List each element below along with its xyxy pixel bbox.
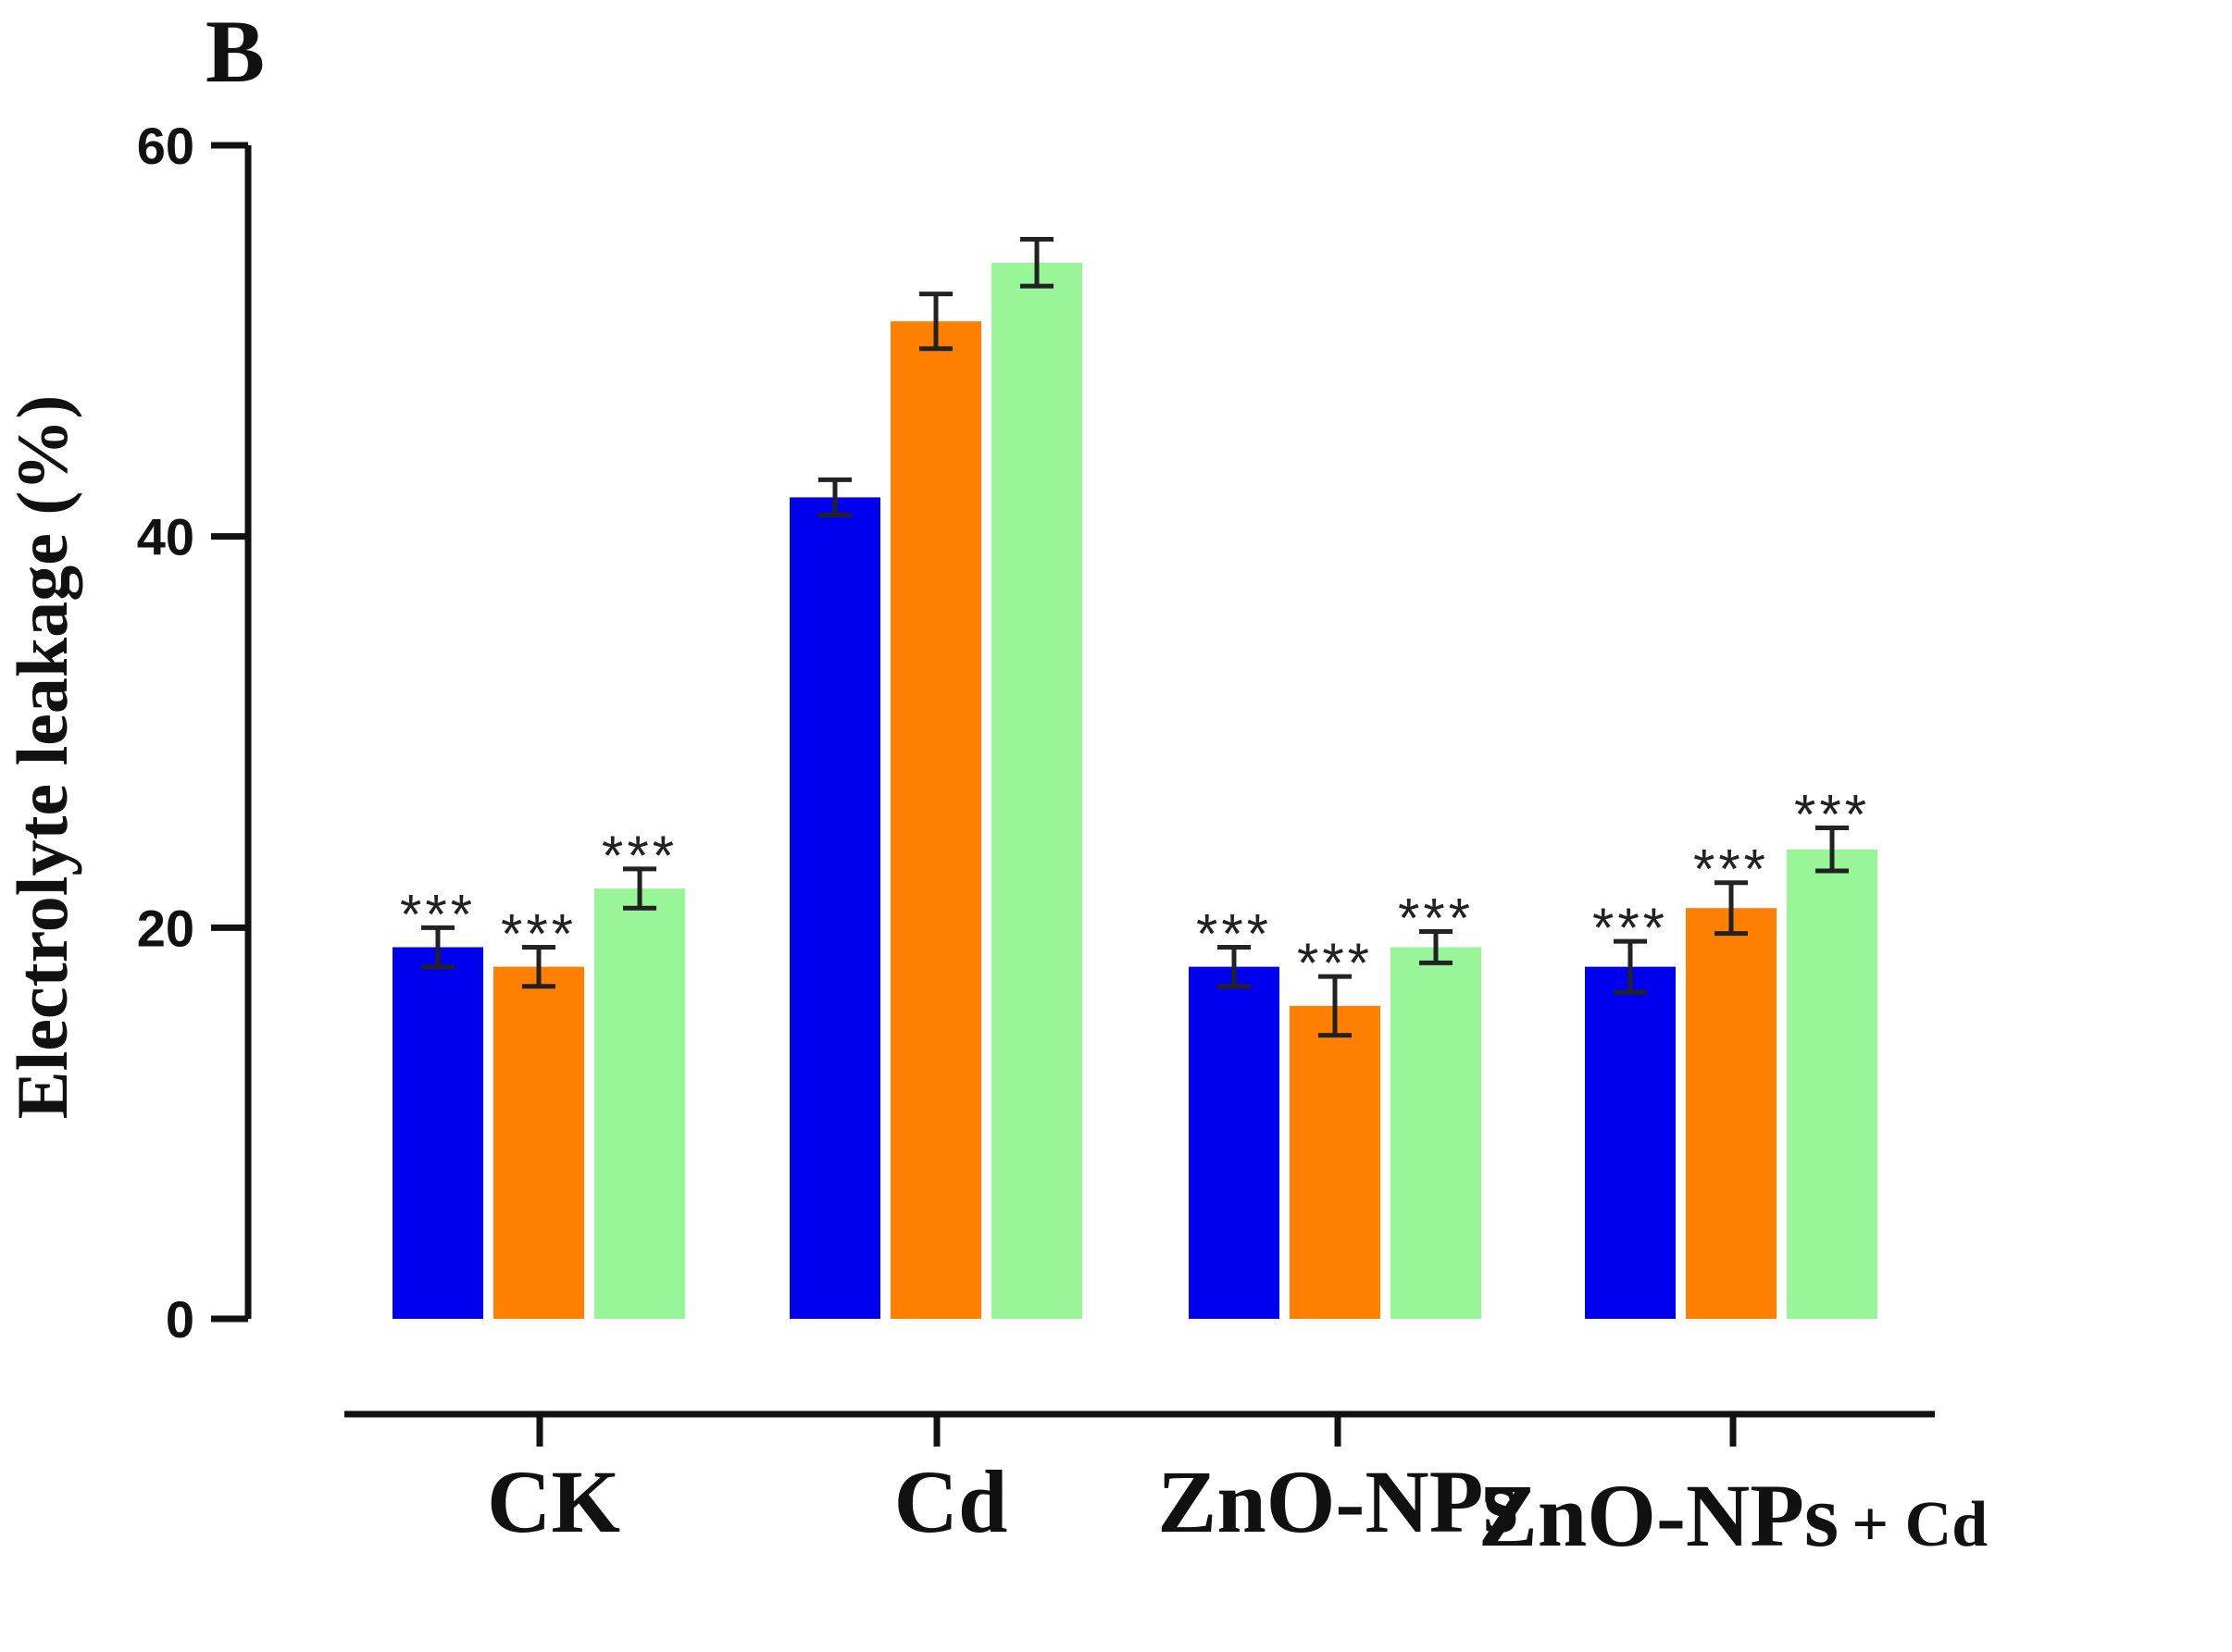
bar-zno-nps-cd-series-3: [1787, 849, 1877, 1319]
error-bars: [421, 236, 1849, 1038]
y-axis-label: Electrolyte leakage (%): [2, 395, 82, 1120]
y-ticks: 0 20 40 60: [137, 117, 248, 1348]
x-tick-label: ZnO-NPs + Cd: [1478, 1466, 1988, 1565]
x-tick-label: Cd: [894, 1452, 1008, 1551]
significance-label: ***: [1398, 888, 1474, 950]
significance-label: ***: [1297, 932, 1373, 994]
x-tick-label: ZnO-NPs: [1157, 1452, 1517, 1551]
x-tick-label: CK: [487, 1452, 620, 1551]
y-tick-label: 20: [137, 899, 194, 957]
significance-annotations: *** *** *** *** *** *** *** *** ***: [400, 784, 1870, 995]
bar-zno-nps-series-2: [1290, 1005, 1380, 1319]
bars: [393, 262, 1877, 1320]
bar-ck-series-2: [493, 966, 584, 1319]
bar-zno-nps-cd-series-1: [1585, 966, 1676, 1319]
panel-label: B: [206, 2, 265, 101]
significance-label: ***: [1196, 902, 1272, 964]
significance-label: ***: [1592, 897, 1668, 959]
y-tick-label: 40: [137, 508, 194, 566]
x-tick-label-main: ZnO-NPs: [1478, 1466, 1839, 1565]
significance-label: ***: [400, 883, 476, 945]
bar-cd-series-2: [891, 321, 981, 1320]
bar-zno-nps-series-1: [1189, 966, 1279, 1319]
bar-cd-series-3: [991, 262, 1082, 1319]
significance-label: ***: [1693, 838, 1769, 901]
y-tick-label: 60: [137, 117, 194, 175]
bar-cd-series-1: [790, 497, 880, 1319]
x-tick-label-suffix: + Cd: [1852, 1489, 1988, 1560]
significance-label: ***: [602, 825, 678, 887]
bar-ck-series-1: [393, 947, 483, 1319]
significance-label: ***: [501, 902, 577, 964]
bar-zno-nps-cd-series-2: [1686, 908, 1777, 1319]
bar-ck-series-3: [594, 888, 685, 1319]
significance-label: ***: [1794, 784, 1870, 846]
bar-zno-nps-series-3: [1390, 947, 1481, 1319]
y-tick-label: 0: [166, 1290, 194, 1348]
